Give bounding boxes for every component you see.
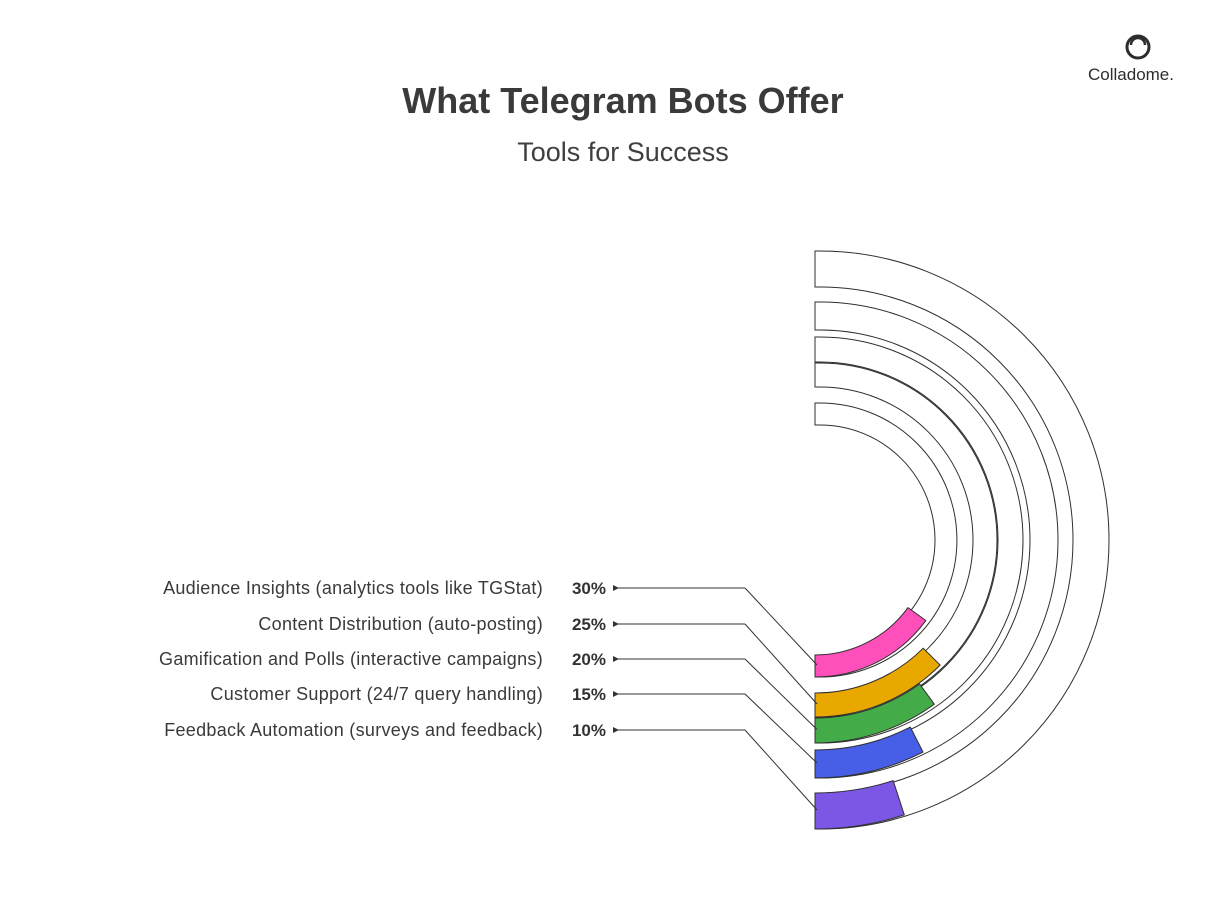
category-label: Feedback Automation (surveys and feedbac… — [164, 720, 543, 740]
value-label: 10% — [572, 721, 606, 740]
value-label: 20% — [572, 650, 606, 669]
ring-bar — [814, 780, 905, 830]
leader-diagonal — [744, 729, 818, 811]
category-label: Customer Support (24/7 query handling) — [210, 684, 543, 704]
ring-tracks — [814, 250, 1110, 830]
leader-diagonal — [744, 693, 818, 764]
leader-diagonal — [744, 658, 818, 730]
chart-subtitle: Tools for Success — [517, 137, 729, 167]
value-label: 30% — [572, 579, 606, 598]
ring-bar — [814, 726, 924, 779]
category-label: Audience Insights (analytics tools like … — [163, 578, 543, 598]
chart-title: What Telegram Bots Offer — [402, 80, 844, 121]
value-label: 25% — [572, 615, 606, 634]
value-label: 15% — [572, 685, 606, 704]
leader-lines — [613, 585, 818, 811]
leader-diagonal — [744, 623, 818, 705]
ring-bars — [814, 607, 941, 830]
leader-diagonal — [744, 587, 818, 666]
ring-bar — [814, 647, 941, 718]
category-labels: 30% Audience Insights (analytics tools li… — [159, 578, 606, 740]
brand-name: Colladome. — [1088, 65, 1174, 84]
colladome-logo-icon — [1125, 34, 1151, 60]
category-label: Gamification and Polls (interactive camp… — [159, 649, 543, 669]
ring-bar — [814, 683, 935, 744]
ring-bar — [814, 607, 927, 678]
brand-logo: Colladome. — [1088, 32, 1188, 84]
category-label: Content Distribution (auto-posting) — [258, 614, 543, 634]
ring-track — [814, 250, 1110, 830]
